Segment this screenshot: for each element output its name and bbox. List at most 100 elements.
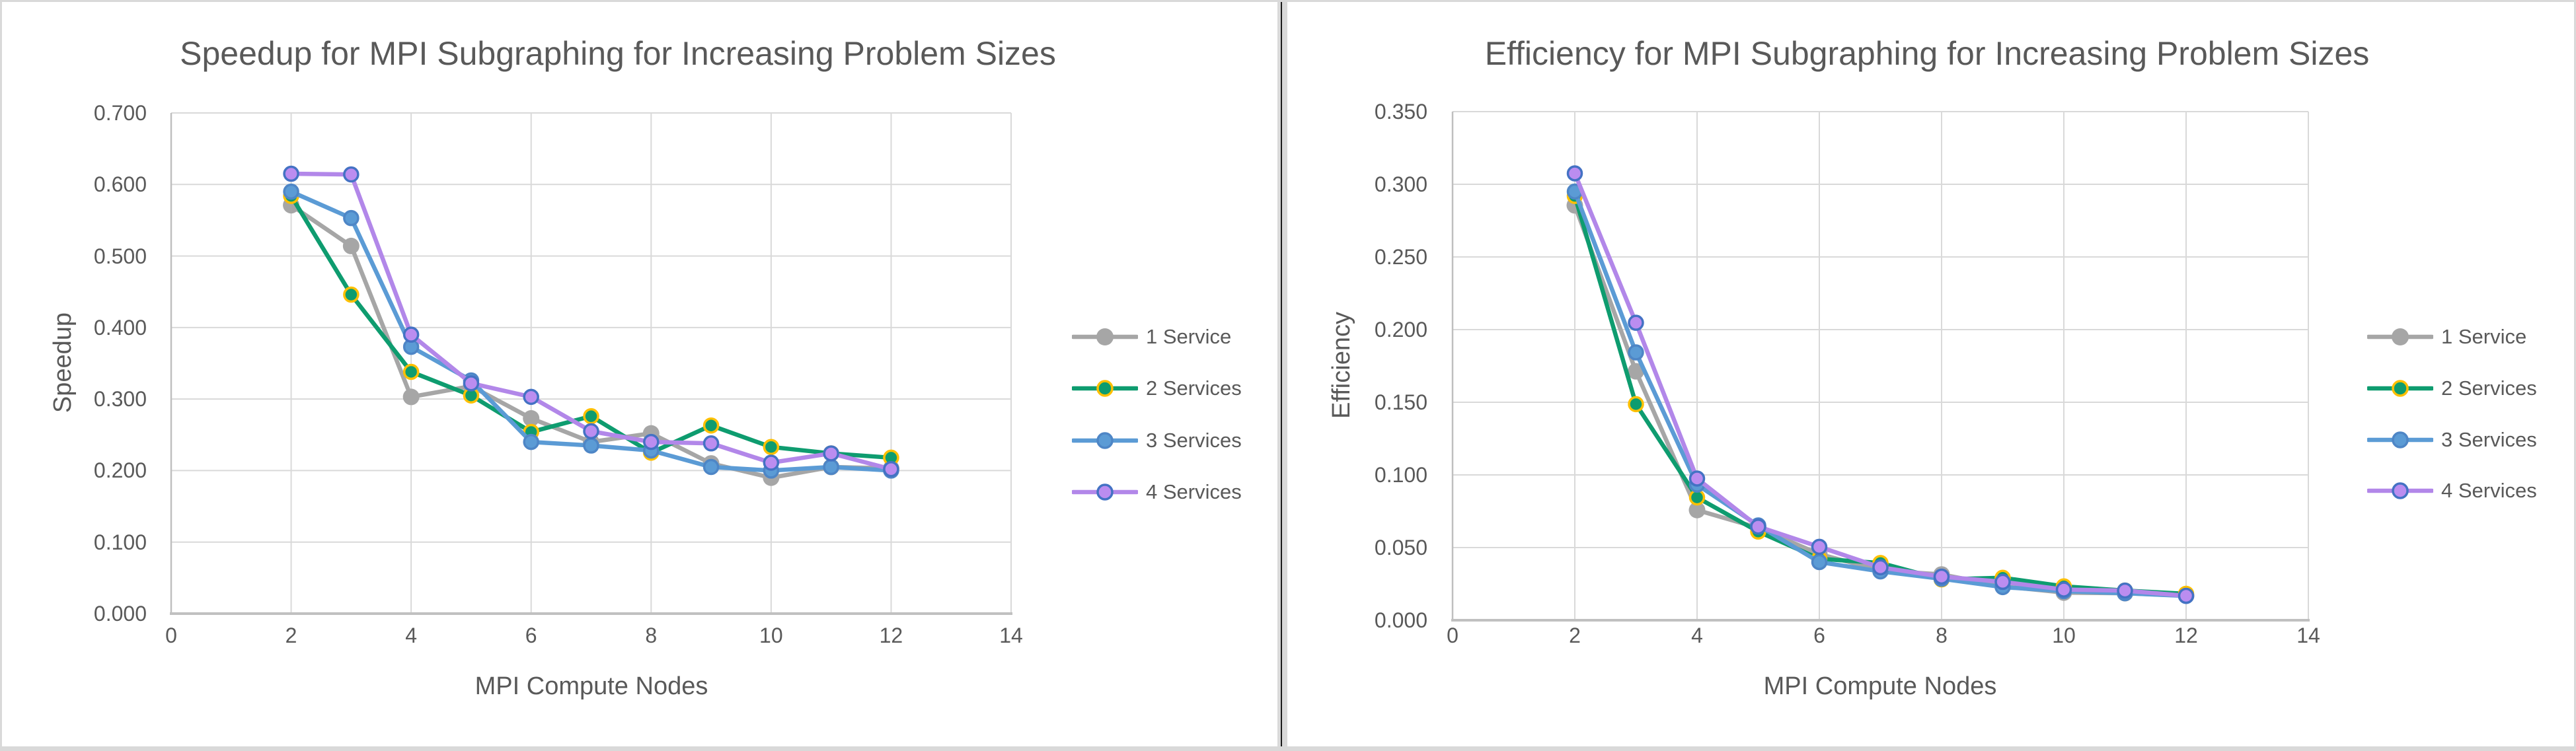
data-point-marker (1628, 363, 1644, 380)
data-point-marker (702, 435, 720, 452)
legend-label: 4 Services (1146, 480, 1242, 503)
y-tick-label: 0.100 (1374, 463, 1427, 487)
efficiency-x-axis-title: MPI Compute Nodes (1763, 672, 1997, 700)
data-point-marker (763, 439, 780, 455)
y-tick-label: 0.000 (93, 602, 147, 626)
y-tick-label: 0.000 (1374, 608, 1427, 632)
data-point-marker (343, 209, 360, 227)
panel-divider (1277, 0, 1287, 751)
efficiency-chart-panel: Efficiency for MPI Subgraphing for Incre… (1287, 0, 2576, 751)
legend-marker-swatch (2367, 482, 2433, 499)
y-tick-label: 0.700 (93, 101, 147, 125)
data-point-marker (702, 417, 720, 434)
x-tick-label: 6 (525, 624, 537, 647)
legend-marker-swatch (1072, 328, 1138, 345)
data-point-marker (523, 388, 539, 406)
series-line-4-services (1572, 171, 2189, 598)
screenshot-border-top (0, 0, 2576, 2)
x-tick-label: 10 (759, 624, 783, 647)
data-point-marker (2178, 587, 2195, 604)
legend-marker-swatch (1072, 432, 1138, 449)
legend-label: 2 Services (1146, 376, 1242, 400)
screenshot-border-right (2574, 0, 2576, 751)
legend-marker-swatch (1072, 380, 1138, 397)
data-point-marker (283, 183, 299, 200)
legend-label: 3 Services (2441, 428, 2537, 451)
legend-item-1-service: 1 Service (2367, 322, 2526, 351)
x-tick-label: 2 (285, 624, 297, 647)
data-point-marker (583, 437, 599, 454)
data-point-marker (342, 237, 360, 254)
data-point-marker (1688, 501, 1706, 519)
data-point-marker (1628, 344, 1644, 361)
efficiency-y-axis-title: Efficiency (1328, 312, 1355, 419)
data-point-marker (1628, 396, 1644, 413)
data-point-marker (1872, 559, 1889, 576)
data-point-marker (1688, 470, 1706, 487)
x-tick-label: 14 (2296, 624, 2320, 647)
y-tick-label: 0.600 (93, 172, 147, 197)
data-point-marker (402, 326, 420, 343)
legend-item-4-services: 4 Services (1072, 478, 1242, 507)
legend-item-3-services: 3 Services (2367, 425, 2537, 454)
legend-label: 2 Services (2441, 376, 2537, 400)
screenshot-border-bottom (0, 746, 2576, 751)
x-tick-label: 10 (2052, 624, 2076, 647)
x-tick-label: 6 (1813, 624, 1825, 647)
x-tick-label: 12 (2174, 624, 2198, 647)
data-point-marker (763, 454, 780, 471)
efficiency-plot-area (1451, 111, 2310, 622)
speedup-chart-panel: Speedup for MPI Subgraphing for Increasi… (0, 0, 1277, 751)
efficiency-chart-title: Efficiency for MPI Subgraphing for Incre… (1484, 35, 2370, 72)
x-tick-label: 2 (1569, 624, 1581, 647)
x-tick-label: 12 (879, 624, 903, 647)
data-point-marker (2055, 581, 2072, 598)
speedup-chart-title: Speedup for MPI Subgraphing for Increasi… (180, 35, 1056, 72)
y-tick-label: 0.300 (93, 387, 147, 411)
x-tick-label: 4 (1691, 624, 1703, 647)
data-point-marker (523, 410, 540, 427)
legend-item-3-services: 3 Services (1072, 426, 1242, 455)
x-tick-label: 4 (405, 624, 418, 647)
x-tick-label: 8 (645, 624, 658, 647)
data-point-marker (343, 286, 360, 303)
data-point-marker (1994, 573, 2011, 590)
legend-label: 1 Service (1146, 325, 1232, 348)
legend-marker-swatch (1072, 483, 1138, 501)
speedup-y-axis-title: Speedup (49, 312, 77, 413)
speedup-x-axis-title: MPI Compute Nodes (474, 672, 708, 700)
data-point-marker (823, 458, 839, 476)
x-tick-label: 0 (165, 624, 177, 647)
series-line-3-services (1572, 189, 2189, 598)
data-point-marker (583, 423, 599, 440)
data-point-marker (343, 166, 360, 183)
data-point-marker (523, 433, 539, 450)
screenshot-border-left (0, 0, 2, 751)
data-point-marker (402, 363, 420, 380)
legend-label: 3 Services (1146, 429, 1242, 452)
data-point-marker (463, 375, 480, 392)
y-tick-label: 0.350 (1374, 100, 1427, 124)
data-point-marker (1566, 165, 1583, 182)
legend-item-2-services: 2 Services (2367, 374, 2537, 403)
speedup-plot-area (170, 112, 1012, 615)
x-tick-label: 14 (999, 624, 1023, 647)
y-tick-label: 0.300 (1374, 172, 1427, 196)
legend-item-2-services: 2 Services (1072, 374, 1242, 403)
legend-item-4-services: 4 Services (2367, 476, 2537, 505)
x-tick-label: 0 (1447, 624, 1458, 647)
data-point-marker (283, 165, 299, 182)
data-point-marker (402, 388, 420, 406)
y-tick-label: 0.100 (93, 530, 147, 554)
y-tick-label: 0.500 (93, 244, 147, 268)
data-point-marker (583, 408, 599, 425)
legend-label: 1 Service (2441, 325, 2527, 348)
data-point-marker (2117, 582, 2133, 599)
data-point-marker (823, 445, 839, 462)
data-point-marker (1933, 568, 1950, 585)
y-tick-label: 0.200 (1374, 318, 1427, 341)
data-point-marker (883, 461, 899, 478)
y-tick-label: 0.050 (1374, 536, 1427, 559)
data-point-marker (643, 433, 660, 450)
